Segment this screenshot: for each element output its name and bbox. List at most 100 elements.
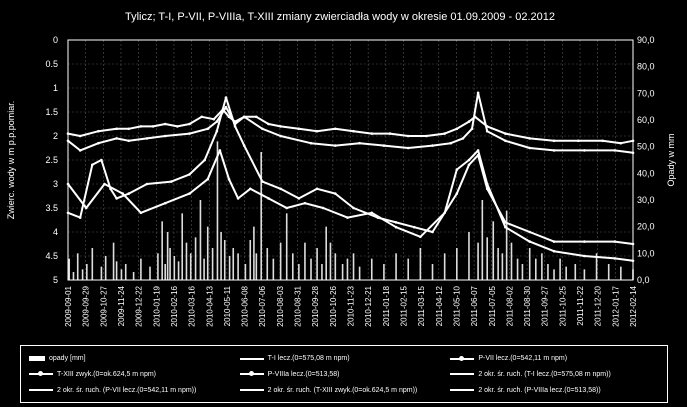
precipitation-bar: [72, 272, 75, 280]
series-point: [115, 127, 118, 131]
legend-swatch: [29, 371, 53, 377]
precipitation-bar: [528, 248, 531, 280]
y-left-axis: 0 0.5 1 1.5 2 2.5 3 3.5 4 4.5 5: [45, 35, 58, 285]
legend-swatch: [450, 373, 475, 376]
precipitation-bar: [244, 264, 247, 280]
x-tick-label: 2010-10-26: [329, 285, 338, 326]
series-point: [485, 187, 489, 191]
series-point: [100, 158, 103, 162]
series-point: [188, 173, 191, 176]
x-tick-label: 2012-02-14: [629, 285, 638, 326]
legend-label: opady [mm]: [49, 355, 86, 363]
series-point: [601, 139, 604, 143]
y-left-tick-label: 1.5: [45, 107, 58, 117]
precipitation-bar: [501, 253, 504, 280]
precipitation-bar: [521, 264, 524, 280]
precipitation-bar: [149, 266, 151, 280]
series-point: [206, 177, 210, 181]
y-left-tick-label: 0: [53, 35, 58, 45]
precipitation-bar: [104, 256, 107, 280]
series-point: [358, 141, 361, 145]
series-point: [412, 225, 416, 229]
x-tick-label: 2010-02-16: [170, 285, 179, 326]
series-point: [163, 201, 167, 205]
series-point: [97, 141, 100, 145]
series-point: [455, 192, 459, 195]
series-point: [242, 144, 246, 147]
y-right-tick-label: 40,0: [637, 168, 655, 178]
series-point: [583, 149, 586, 152]
x-tick-label: 2012-01-17: [611, 285, 620, 326]
series-point: [203, 158, 206, 162]
precipitation-bar: [486, 237, 488, 280]
y-left-tick-label: 0.5: [45, 59, 58, 69]
series-point: [285, 206, 289, 210]
precipitation-bar: [534, 258, 537, 280]
series-point: [485, 129, 489, 133]
series-point: [242, 115, 246, 119]
y-left-tick-label: 2: [53, 131, 58, 141]
legend-swatch: [450, 389, 475, 392]
x-tick-label: 2011-09-27: [541, 285, 550, 326]
precipitation-bar: [456, 248, 458, 280]
x-tick-label: 2010-04-13: [205, 285, 214, 326]
legend-item: T-XIII zwyk.(0=ok.624,5 m npm): [29, 367, 240, 383]
precipitation-bar: [505, 210, 508, 280]
precipitation-bar: [565, 266, 567, 280]
precipitation-bar: [559, 258, 561, 280]
precipitation-bar: [228, 256, 231, 280]
precipitation-bar: [185, 242, 188, 280]
series-point: [583, 240, 586, 243]
precipitation-bar: [325, 226, 327, 280]
series-point: [321, 206, 325, 210]
series-point: [236, 197, 240, 200]
series-point: [552, 249, 556, 253]
x-tick-label: 2011-04-12: [435, 285, 444, 326]
series-point: [613, 240, 617, 243]
series-point: [528, 146, 532, 150]
y-right-tick-label: 50,0: [637, 142, 655, 152]
series-point: [504, 225, 507, 229]
series-point: [443, 132, 446, 135]
precipitation-bar: [468, 232, 470, 280]
precipitation-bar: [370, 258, 373, 280]
legend-label: P-VIIIa lecz.(0=513,58): [267, 370, 340, 378]
x-tick-label: 2011-10-25: [558, 285, 567, 326]
precipitation-bar: [329, 242, 332, 280]
precipitation-bar: [216, 141, 219, 280]
series-point: [200, 115, 203, 119]
series-lines: [66, 91, 635, 263]
series-point: [619, 141, 623, 145]
series-point: [467, 158, 471, 162]
precipitation-bar: [194, 237, 197, 280]
series-point: [267, 122, 270, 126]
series-point: [467, 163, 471, 167]
precipitation-bar: [310, 258, 312, 280]
y-right-tick-label: 20,0: [637, 222, 655, 232]
y-right-tick-label: 60,0: [637, 115, 655, 125]
y-left-tick-label: 4.5: [45, 251, 58, 261]
precipitation-bar: [443, 253, 446, 280]
series-point: [188, 122, 191, 126]
legend-item: 2 okr. śr. ruch. (T-I lecz.(0=575,08 m n…: [450, 367, 661, 383]
series-point: [370, 132, 374, 135]
series-point: [315, 187, 319, 191]
series-point: [188, 192, 191, 195]
series-point: [449, 141, 453, 145]
x-tick-label: 2010-11-23: [347, 285, 356, 326]
x-tick-label: 2011-01-18: [382, 285, 391, 326]
y-left-label: Zwierc. wody w m p.p.pomiar.: [6, 101, 16, 220]
series-point: [248, 187, 252, 191]
legend-item: P-VII lecz.(0=542,11 m npm): [450, 351, 661, 367]
x-tick-label: 2010-03-16: [188, 285, 197, 326]
legend-swatch: [239, 389, 264, 392]
series-point: [577, 139, 580, 143]
precipitation-bar: [279, 242, 282, 280]
series-point: [145, 137, 149, 140]
series-point: [127, 139, 131, 143]
precipitation-bar: [91, 248, 94, 280]
precipitation-bar: [481, 200, 484, 280]
precipitation-bar: [291, 253, 294, 280]
series-point: [224, 96, 228, 99]
series-point: [528, 230, 532, 234]
